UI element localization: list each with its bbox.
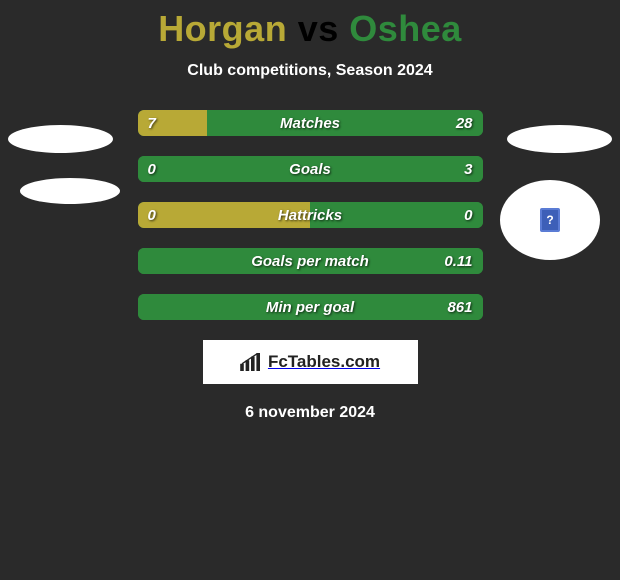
- vs-text: vs: [287, 8, 349, 49]
- crest-icon: [540, 208, 560, 232]
- stat-bar: Matches7 28: [138, 110, 483, 136]
- player2-club-badge: [500, 180, 600, 260]
- bar-label: Matches: [138, 110, 483, 136]
- bar-value-right: 3: [464, 156, 472, 182]
- bar-value-right: 0.11: [444, 248, 472, 274]
- comparison-bars: Matches728Goals03Hattricks00Goals per ma…: [138, 110, 483, 320]
- bar-value-left: 7: [148, 110, 156, 136]
- player1-club-placeholder: [20, 178, 120, 204]
- brand-link[interactable]: FcTables.com: [203, 340, 418, 384]
- bar-value-right: 0: [464, 202, 472, 228]
- bar-label: Min per goal: [138, 294, 483, 320]
- page-title: Horgan vs Oshea: [0, 0, 620, 50]
- player2-avatar-placeholder: [507, 125, 612, 153]
- stat-bar: Hattricks0 0: [138, 202, 483, 228]
- subtitle: Club competitions, Season 2024: [0, 62, 620, 80]
- bar-value-left: 0: [148, 156, 156, 182]
- chart-icon: [240, 353, 262, 371]
- stat-bar: Goals0 3: [138, 156, 483, 182]
- bar-label: Hattricks: [138, 202, 483, 228]
- player1-avatar-placeholder: [8, 125, 113, 153]
- stat-bar: Min per goal861: [138, 294, 483, 320]
- brand-text: FcTables.com: [268, 352, 380, 372]
- bar-value-left: 0: [148, 202, 156, 228]
- bar-label: Goals: [138, 156, 483, 182]
- footer-date: 6 november 2024: [0, 404, 620, 422]
- player2-name: Oshea: [349, 8, 462, 49]
- stat-bar: Goals per match0.11: [138, 248, 483, 274]
- bar-value-right: 861: [447, 294, 472, 320]
- bar-value-right: 28: [456, 110, 473, 136]
- bar-label: Goals per match: [138, 248, 483, 274]
- player1-name: Horgan: [158, 8, 287, 49]
